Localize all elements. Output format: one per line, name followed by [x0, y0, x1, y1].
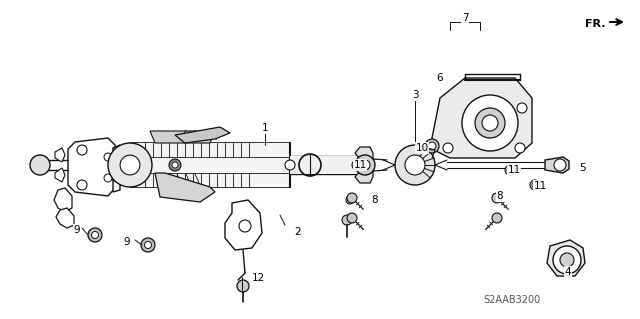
- Text: 1: 1: [262, 123, 268, 133]
- Text: 11: 11: [353, 160, 367, 170]
- Circle shape: [120, 155, 140, 175]
- Circle shape: [347, 193, 357, 203]
- Circle shape: [104, 174, 112, 182]
- Polygon shape: [547, 240, 585, 276]
- Circle shape: [352, 160, 362, 170]
- Polygon shape: [150, 131, 215, 143]
- Polygon shape: [175, 127, 230, 143]
- Polygon shape: [225, 200, 262, 250]
- Text: 5: 5: [579, 163, 586, 173]
- Circle shape: [77, 180, 87, 190]
- Circle shape: [462, 95, 518, 151]
- Polygon shape: [55, 168, 65, 182]
- Circle shape: [355, 155, 375, 175]
- Circle shape: [239, 220, 251, 232]
- Circle shape: [532, 182, 538, 188]
- Circle shape: [530, 180, 540, 190]
- Text: FR.: FR.: [584, 19, 605, 29]
- Circle shape: [395, 145, 435, 185]
- Circle shape: [77, 145, 87, 155]
- Circle shape: [443, 143, 453, 153]
- Circle shape: [113, 174, 120, 182]
- Circle shape: [172, 162, 178, 168]
- Circle shape: [113, 154, 120, 161]
- Circle shape: [145, 241, 152, 249]
- Text: 2: 2: [294, 227, 301, 237]
- Polygon shape: [430, 78, 532, 158]
- Text: 9: 9: [124, 237, 131, 247]
- Polygon shape: [130, 143, 290, 187]
- Polygon shape: [113, 145, 120, 192]
- Text: 4: 4: [564, 267, 572, 277]
- Polygon shape: [54, 188, 72, 212]
- Circle shape: [505, 165, 515, 175]
- Circle shape: [92, 232, 99, 239]
- Circle shape: [492, 193, 502, 203]
- Circle shape: [285, 160, 295, 170]
- Circle shape: [428, 142, 436, 150]
- Polygon shape: [68, 138, 115, 196]
- Circle shape: [405, 155, 425, 175]
- Text: 12: 12: [252, 273, 264, 283]
- Text: 8: 8: [497, 191, 503, 201]
- Circle shape: [104, 153, 112, 161]
- Text: 11: 11: [533, 181, 547, 191]
- Circle shape: [169, 159, 181, 171]
- Polygon shape: [155, 173, 215, 202]
- Circle shape: [237, 280, 249, 292]
- Text: 11: 11: [508, 165, 520, 175]
- Circle shape: [515, 143, 525, 153]
- Circle shape: [517, 103, 527, 113]
- Circle shape: [360, 160, 370, 170]
- Circle shape: [560, 253, 574, 267]
- Circle shape: [507, 167, 513, 173]
- Text: S2AAB3200: S2AAB3200: [483, 295, 541, 305]
- Circle shape: [553, 246, 581, 274]
- Circle shape: [354, 162, 360, 168]
- Circle shape: [425, 139, 439, 153]
- Circle shape: [342, 215, 352, 225]
- Polygon shape: [355, 147, 373, 159]
- Polygon shape: [545, 157, 569, 173]
- Text: 7: 7: [461, 13, 468, 23]
- Circle shape: [346, 196, 354, 204]
- Text: 10: 10: [415, 143, 429, 153]
- Polygon shape: [56, 208, 74, 228]
- Text: 6: 6: [436, 73, 444, 83]
- Circle shape: [554, 159, 566, 171]
- Polygon shape: [290, 156, 360, 174]
- Circle shape: [347, 213, 357, 223]
- Circle shape: [108, 143, 152, 187]
- Circle shape: [30, 155, 50, 175]
- Polygon shape: [355, 171, 373, 183]
- Polygon shape: [55, 148, 65, 162]
- Circle shape: [475, 108, 505, 138]
- Circle shape: [482, 115, 498, 131]
- Circle shape: [88, 228, 102, 242]
- Text: 9: 9: [74, 225, 80, 235]
- Circle shape: [141, 238, 155, 252]
- Circle shape: [492, 213, 502, 223]
- Text: 8: 8: [372, 195, 378, 205]
- Text: 3: 3: [412, 90, 419, 100]
